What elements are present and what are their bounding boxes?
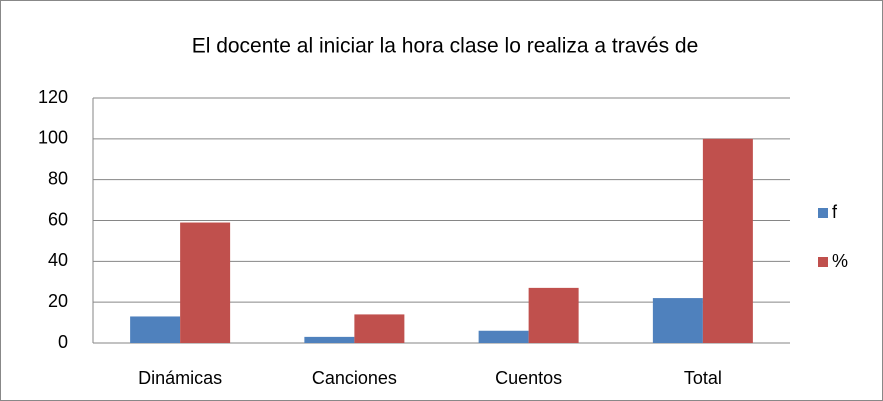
y-tick-label: 40 bbox=[48, 250, 68, 270]
bar bbox=[354, 314, 405, 343]
bar bbox=[652, 298, 703, 343]
bar bbox=[304, 336, 355, 343]
bar bbox=[180, 222, 231, 343]
legend-swatch bbox=[818, 208, 828, 218]
x-tick-label: Dinámicas bbox=[138, 368, 222, 388]
y-tick-label: 100 bbox=[38, 128, 68, 148]
legend-label: f bbox=[832, 202, 838, 222]
x-tick-label: Cuentos bbox=[495, 368, 562, 388]
chart-title: El docente al iniciar la hora clase lo r… bbox=[192, 35, 699, 58]
y-tick-label: 80 bbox=[48, 168, 68, 188]
bar bbox=[478, 330, 529, 343]
y-tick-label: 120 bbox=[38, 87, 68, 107]
y-tick-label: 20 bbox=[48, 291, 68, 311]
legend-swatch bbox=[818, 257, 828, 267]
legend-label: % bbox=[832, 251, 848, 271]
x-tick-label: Total bbox=[684, 368, 722, 388]
bar bbox=[702, 138, 753, 343]
bar bbox=[528, 287, 579, 343]
y-tick-label: 0 bbox=[58, 332, 68, 352]
x-tick-label: Canciones bbox=[312, 368, 397, 388]
bar bbox=[130, 316, 181, 343]
y-tick-label: 60 bbox=[48, 209, 68, 229]
